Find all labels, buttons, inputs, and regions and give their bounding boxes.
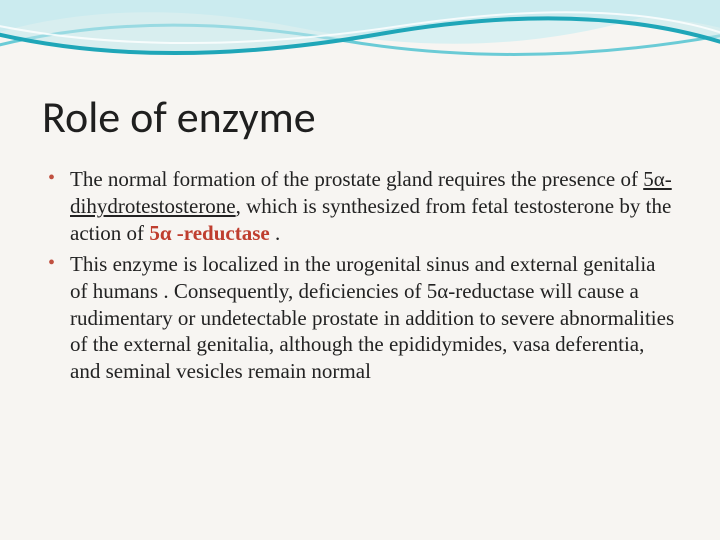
slide-content: Role of enzyme The normal formation of t… [0, 0, 720, 540]
slide-title: Role of enzyme [42, 94, 678, 140]
bullet-item: This enzyme is localized in the urogenit… [42, 251, 678, 385]
bullet-list: The normal formation of the prostate gla… [42, 166, 678, 385]
bullet-text-pre: The normal formation of the prostate gla… [70, 167, 643, 191]
bullet-text-post: . [270, 221, 281, 245]
bullet-text: This enzyme is localized in the urogenit… [70, 252, 674, 384]
bold-term: 5α -reductase [149, 221, 269, 245]
bullet-item: The normal formation of the prostate gla… [42, 166, 678, 247]
